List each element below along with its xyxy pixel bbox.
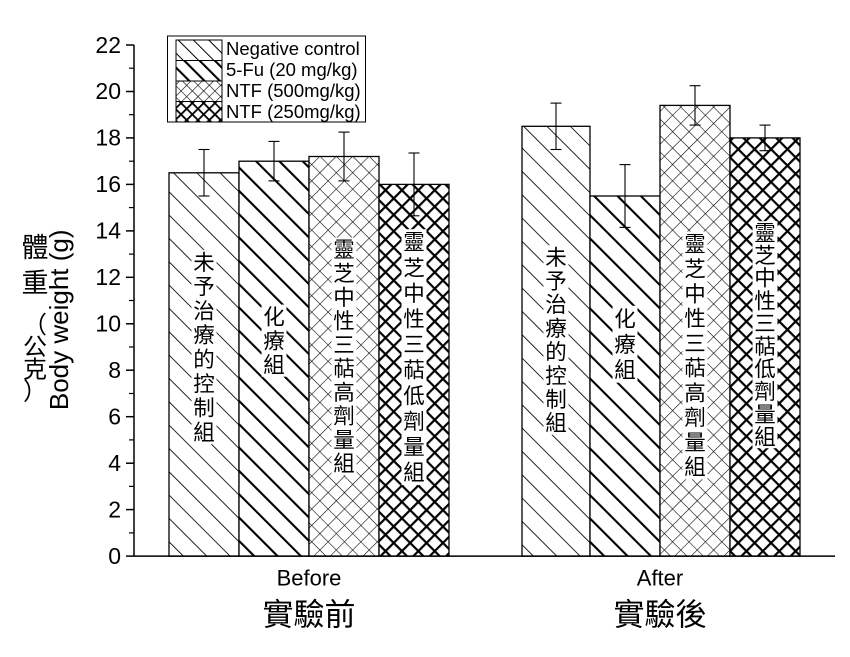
svg-text:實驗後: 實驗後 [614,598,707,633]
svg-text:治: 治 [193,299,215,323]
svg-text:Body weight (g): Body weight (g) [44,229,74,410]
svg-text:芝: 芝 [684,258,706,282]
svg-text:三: 三 [684,332,706,356]
svg-text:Negative control: Negative control [226,38,360,59]
svg-text:未: 未 [545,246,567,270]
svg-text:靈: 靈 [333,238,355,262]
svg-text:組: 組 [193,421,215,445]
svg-text:18: 18 [95,125,121,151]
svg-text:性: 性 [684,307,706,331]
svg-text:萜: 萜 [403,359,425,383]
svg-text:予: 予 [545,270,567,294]
svg-text:萜: 萜 [754,335,776,359]
svg-text:4: 4 [108,450,121,476]
svg-text:2: 2 [108,497,121,523]
svg-text:組: 組 [263,353,285,377]
svg-text:8: 8 [108,357,121,383]
svg-text:性: 性 [333,310,355,334]
svg-text:0: 0 [108,543,121,569]
svg-text:芝: 芝 [333,262,355,286]
svg-text:量: 量 [333,429,355,453]
svg-text:的: 的 [193,348,215,372]
svg-text:高: 高 [684,381,706,405]
svg-text:Before: Before [277,566,342,591]
svg-text:療: 療 [263,329,285,353]
svg-text:予: 予 [193,275,215,299]
svg-text:低: 低 [754,358,776,382]
svg-text:16: 16 [95,171,121,197]
svg-text:化: 化 [614,307,636,331]
svg-text:組: 組 [403,461,425,485]
svg-text:控: 控 [545,364,567,388]
svg-text:性: 性 [754,289,776,313]
svg-text:制: 制 [545,388,567,412]
svg-text:12: 12 [95,264,121,290]
svg-text:劑: 劑 [754,380,776,404]
svg-text:劑: 劑 [403,410,425,434]
svg-text:After: After [637,566,683,591]
svg-text:NTF (250mg/kg): NTF (250mg/kg) [226,101,361,122]
svg-text:NTF (500mg/kg): NTF (500mg/kg) [226,80,361,101]
svg-text:化: 化 [263,305,285,329]
svg-text:的: 的 [545,341,567,365]
svg-text:芝: 芝 [754,244,776,268]
svg-text:5-Fu (20 mg/kg): 5-Fu (20 mg/kg) [226,59,358,80]
svg-text:療: 療 [193,324,215,348]
svg-text:10: 10 [95,311,121,337]
svg-text:靈: 靈 [754,221,776,245]
svg-text:實驗前: 實驗前 [263,598,356,633]
svg-text:療: 療 [545,317,567,341]
svg-text:高: 高 [333,381,355,405]
svg-text:三: 三 [333,333,355,357]
svg-text:6: 6 [108,404,121,430]
svg-text:控: 控 [193,372,215,396]
svg-text:組: 組 [684,456,706,480]
svg-text:中: 中 [684,282,706,306]
svg-text:量: 量 [754,403,776,427]
svg-text:組: 組 [754,426,776,450]
svg-text:組: 組 [614,359,636,383]
svg-text:量: 量 [684,431,706,455]
svg-text:制: 制 [193,397,215,421]
svg-text:性: 性 [403,308,425,332]
svg-text:三: 三 [403,333,425,357]
svg-text:中: 中 [754,267,776,291]
svg-text:中: 中 [403,282,425,306]
svg-text:低: 低 [403,384,425,408]
svg-text:14: 14 [95,218,121,244]
svg-text:靈: 靈 [403,231,425,255]
svg-text:組: 組 [333,452,355,476]
svg-text:治: 治 [545,293,567,317]
svg-text:20: 20 [95,78,121,104]
svg-text:三: 三 [754,312,776,336]
svg-text:芝: 芝 [403,256,425,280]
svg-text:療: 療 [614,333,636,357]
svg-text:未: 未 [193,251,215,275]
svg-text:組: 組 [545,412,567,436]
svg-text:量: 量 [403,436,425,460]
svg-text:靈: 靈 [684,233,706,257]
svg-text:22: 22 [95,32,121,58]
svg-text:萜: 萜 [684,357,706,381]
svg-text:劑: 劑 [684,406,706,430]
svg-text:劑: 劑 [333,405,355,429]
svg-text:中: 中 [333,286,355,310]
svg-text:萜: 萜 [333,357,355,381]
